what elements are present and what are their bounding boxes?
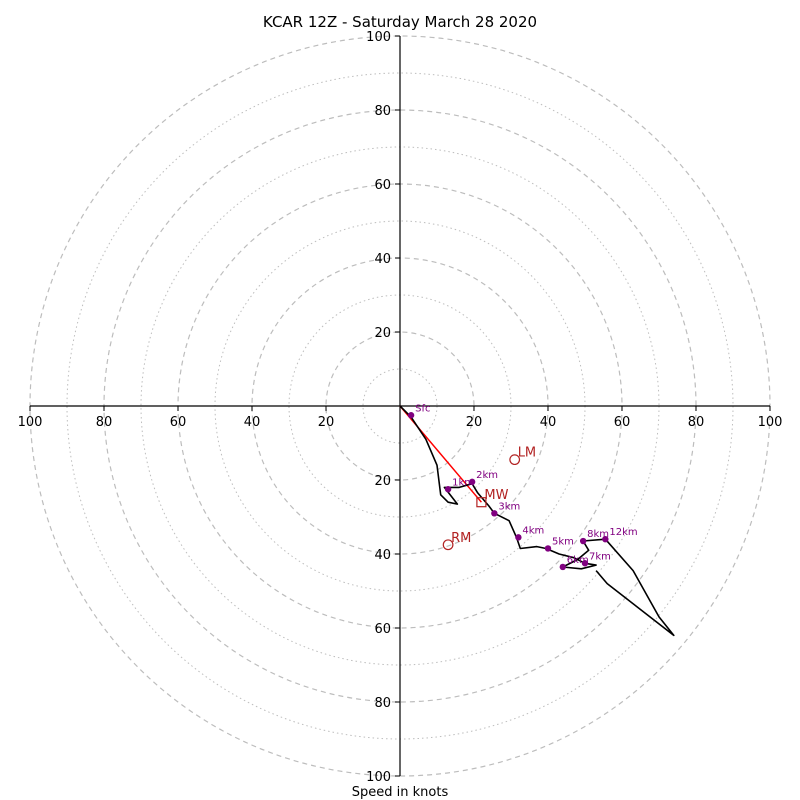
hodograph-trace [399, 405, 675, 637]
height-point [559, 563, 566, 571]
storm-motion-markers: LM MW RM [442, 446, 536, 551]
storm-motion-label: LM [518, 446, 536, 461]
height-point [544, 545, 552, 552]
y-tick-label: 40 [374, 252, 391, 267]
storm-motion-label: RM [451, 531, 471, 546]
height-point-label: 5km [552, 536, 574, 547]
height-point-label: 12km [609, 527, 637, 538]
x-tick-label: 40 [540, 415, 557, 430]
height-point-label: 8km [587, 529, 609, 540]
height-point-label: 1km [452, 477, 474, 488]
x-tick-label: 80 [688, 415, 705, 430]
y-tick-label: 100 [366, 770, 391, 785]
height-point [579, 537, 587, 545]
height-point-label: 3km [498, 501, 520, 512]
storm-motion-marker [509, 454, 521, 466]
x-tick-label: 40 [244, 415, 261, 430]
x-tick-label: 60 [170, 415, 187, 430]
height-point [581, 560, 589, 567]
y-tick-label: 20 [374, 474, 391, 489]
x-tick-label: 100 [758, 415, 783, 430]
height-point-label: 2km [476, 470, 498, 481]
x-tick-label: 20 [466, 415, 483, 430]
height-point-label: Sfc [415, 403, 430, 414]
height-point [515, 534, 522, 541]
y-tick-label: 60 [374, 622, 391, 637]
storm-motion-label: MW [484, 488, 508, 503]
x-tick-label: 20 [318, 415, 335, 430]
height-point [468, 478, 476, 486]
tick-labels: 100 80 60 40 20 20 40 60 80 100 100 80 60 40 20 20 40 60 8… [18, 30, 783, 785]
chart-title: KCAR 12Z - Saturday March 28 2020 [263, 13, 537, 31]
y-tick-label: 40 [374, 548, 391, 563]
height-point [407, 412, 415, 419]
x-tick-label: 80 [96, 415, 113, 430]
x-tick-label: 100 [18, 415, 43, 430]
height-point-label: 6km [567, 555, 589, 566]
height-point-label: 7km [589, 551, 611, 562]
y-tick-label: 80 [374, 104, 391, 119]
y-tick-label: 100 [366, 30, 391, 45]
y-tick-label: 60 [374, 178, 391, 193]
height-point-label: 4km [522, 525, 544, 536]
storm-motion-marker [476, 497, 487, 508]
x-axis-label: Speed in knots [352, 785, 449, 800]
x-tick-label: 60 [614, 415, 631, 430]
storm-motion-marker [442, 539, 454, 551]
height-point [444, 486, 452, 493]
y-tick-label: 20 [374, 326, 391, 341]
hodograph-trace-group [399, 405, 675, 637]
y-tick-label: 80 [374, 696, 391, 711]
height-point [602, 536, 609, 543]
height-point [491, 510, 498, 517]
